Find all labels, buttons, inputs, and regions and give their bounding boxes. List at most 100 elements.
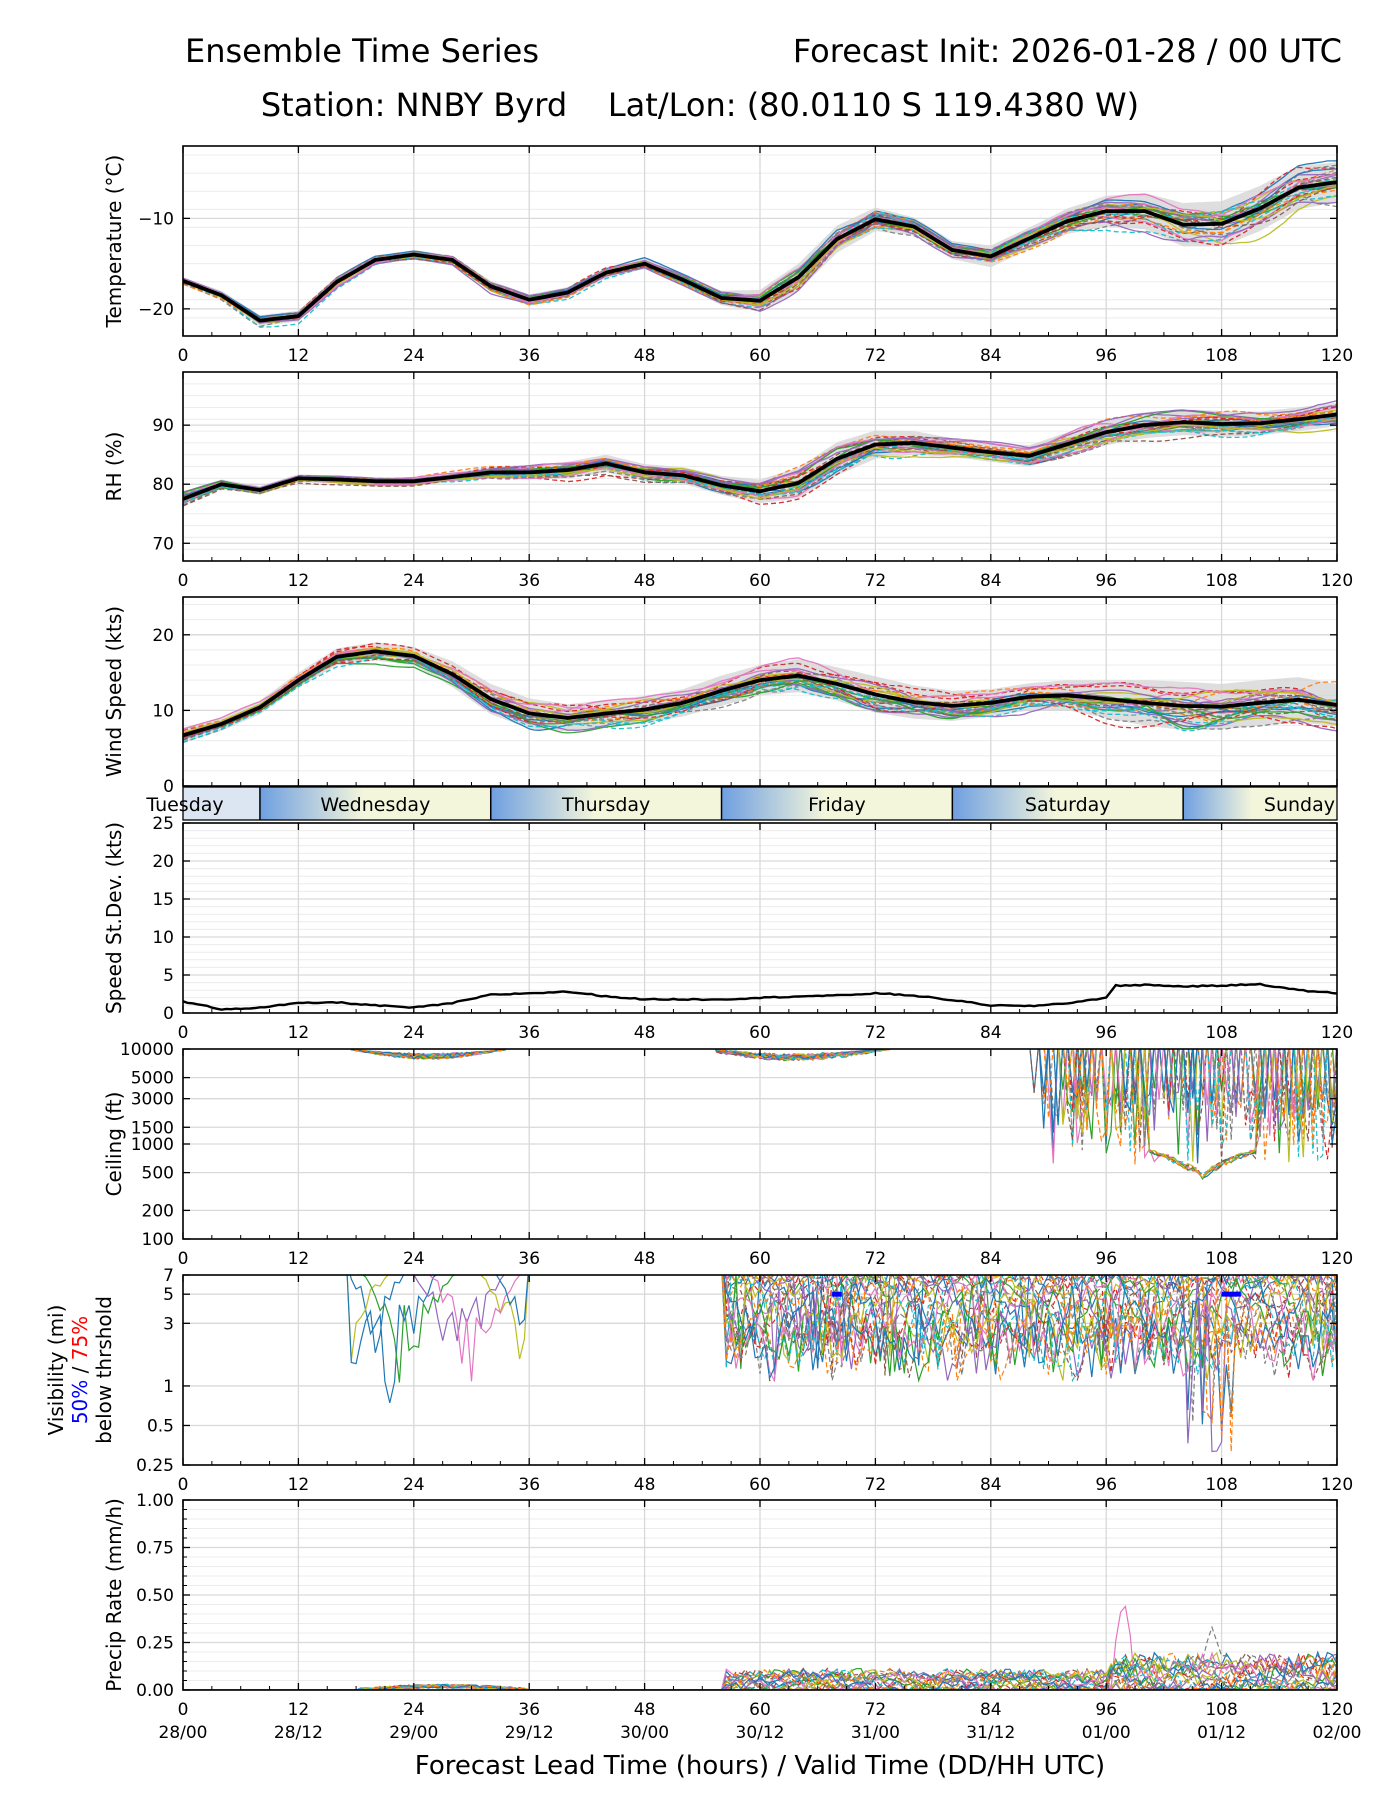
precip_rate-ytick-label: 0.75 (136, 1539, 174, 1559)
ceiling-xtick-label: 24 (403, 1249, 425, 1269)
precip_rate-ytick-label: 0.00 (136, 1681, 174, 1701)
visibility-xtick-label: 24 (403, 1475, 425, 1495)
precip_rate-xtick-label: 96 (1095, 1700, 1117, 1720)
ceiling-ylabel: Ceiling (ft) (102, 1092, 126, 1197)
visibility-member-line (721, 1275, 1337, 1452)
visibility-ytick-label: 3 (163, 1314, 174, 1334)
ceiling-ytick-label: 10000 (120, 1040, 174, 1060)
precip-member-line (183, 1652, 1337, 1690)
day-band-segment (721, 787, 953, 820)
speed_stdev-xtick-label: 108 (1205, 1023, 1237, 1043)
visibility-xtick-label: 12 (288, 1475, 310, 1495)
rh-axes: 70 80 90 0 12 24 36 48 60 72 84 96 108 120 RH (%) (102, 371, 1353, 591)
speed_stdev-xtick-label: 72 (865, 1023, 887, 1043)
ceiling-xtick-label: 0 (178, 1249, 189, 1269)
visibility-member-line (721, 1275, 1337, 1370)
day-label: Tuesday (145, 794, 223, 816)
wind_speed-member-line (183, 645, 1337, 732)
temperature-member-line (183, 201, 1337, 324)
visibility-ytick-label: 0.5 (147, 1416, 174, 1436)
valid-time-label: 31/00 (851, 1723, 900, 1743)
speed_stdev-xtick-label: 48 (634, 1023, 656, 1043)
speed_stdev-xtick-label: 36 (518, 1023, 540, 1043)
wind_speed-ylabel: Wind Speed (kts) (102, 606, 126, 777)
rh-member-line (183, 415, 1337, 503)
speed_stdev-ytick-label: 20 (152, 852, 174, 872)
ceiling-grid (182, 1048, 1338, 1240)
temperature-member-line (183, 171, 1337, 320)
forecast-init-label: Forecast Init: 2026-01-28 / 00 UTC (792, 32, 1342, 70)
ceiling-xtick-label: 84 (980, 1249, 1002, 1269)
rh-xtick-label: 72 (865, 571, 887, 591)
wind_speed-frame (182, 596, 1338, 787)
temperature-member-line (183, 194, 1337, 328)
precip_rate-ylabel: Precip Rate (mm/h) (102, 1498, 126, 1692)
precip-member-line (183, 1653, 1337, 1690)
visibility-ytick-label: 0.25 (136, 1456, 174, 1476)
ceiling-xtick-label: 60 (749, 1249, 771, 1269)
visibility-ylabel-line3: below thrshold (92, 1296, 116, 1444)
valid-time-labels: 28/00 28/12 29/00 29/12 30/00 30/12 31/00 31/12… (159, 1723, 1362, 1743)
visibility-ytick-label: 7 (163, 1266, 174, 1286)
precip_rate-xtick-label: 12 (288, 1700, 310, 1720)
rh-xtick-label: 36 (518, 571, 540, 591)
day-band: Tuesday Wednesday Thursday Friday Saturday Su… (145, 786, 1338, 821)
valid-time-label: 29/12 (505, 1723, 554, 1743)
rh-xtick-label: 108 (1205, 571, 1237, 591)
temperature-xtick-label: 36 (518, 346, 540, 366)
visibility-member-line (428, 1275, 1337, 1383)
day-label: Friday (808, 794, 866, 816)
speed_stdev-xtick-label: 84 (980, 1023, 1002, 1043)
visibility-ytick-label: 5 (163, 1285, 174, 1305)
precip_rate-xtick-label: 60 (749, 1700, 771, 1720)
precip_rate-xtick-label: 120 (1321, 1700, 1353, 1720)
speed-stdev-line (183, 982, 1337, 1011)
visibility-frame (182, 1274, 1338, 1466)
rh-ytick-label: 90 (152, 416, 174, 436)
visibility-member-line (721, 1275, 1337, 1377)
day-label: Sunday (1264, 794, 1335, 816)
ceiling-xtick-label: 72 (865, 1249, 887, 1269)
rh-xtick-label: 120 (1321, 571, 1353, 591)
visibility-member-line (346, 1275, 1337, 1381)
visibility-member-line (723, 1275, 1337, 1372)
valid-time-label: 02/00 (1313, 1723, 1362, 1743)
visibility-member-line (721, 1275, 1337, 1375)
temperature-xtick-label: 24 (403, 346, 425, 366)
rh-plot (183, 400, 1337, 507)
figure-title: Ensemble Time Series (185, 32, 539, 70)
rh-xtick-label: 84 (980, 571, 1002, 591)
speed_stdev-xtick-label: 0 (178, 1023, 189, 1043)
rh-xtick-label: 48 (634, 571, 656, 591)
day-band-frame (182, 786, 1338, 821)
rh-member-line (183, 418, 1337, 502)
rh-ytick-label: 80 (152, 475, 174, 495)
wind_speed-member-line (183, 647, 1337, 731)
wind_speed-member-line (183, 648, 1337, 735)
wind_speed-ytick-label: 10 (152, 701, 174, 721)
rh-xtick-label: 12 (288, 571, 310, 591)
visibility-xtick-label: 48 (634, 1475, 656, 1495)
precip-member-line (183, 1651, 1337, 1690)
temperature-spread-band (183, 162, 1337, 326)
rh-xtick-label: 24 (403, 571, 425, 591)
speed_stdev-xtick-label: 96 (1095, 1023, 1117, 1043)
speed_stdev-ylabel: Speed St.Dev. (kts) (102, 822, 126, 1014)
vis-75-label: 75% (68, 1316, 92, 1360)
ceiling-ytick-label: 1500 (131, 1118, 174, 1138)
valid-time-label: 29/00 (389, 1723, 438, 1743)
speed_stdev-xtick-label: 12 (288, 1023, 310, 1043)
temperature-frame (182, 145, 1338, 337)
visibility-ylabel: Visibility (mi)50% / 75%below thrshold (44, 1296, 116, 1444)
temperature-xtick-label: 84 (980, 346, 1002, 366)
valid-time-label: 30/00 (620, 1723, 669, 1743)
ceiling-ytick-label: 200 (142, 1201, 174, 1221)
ceiling-ytick-label: 1000 (131, 1135, 174, 1155)
visibility-xtick-label: 72 (865, 1475, 887, 1495)
visibility-xtick-label: 36 (518, 1475, 540, 1495)
rh-xtick-label: 60 (749, 571, 771, 591)
precip_rate-xtick-label: 84 (980, 1700, 1002, 1720)
visibility-xtick-label: 108 (1205, 1475, 1237, 1495)
temperature-plot (183, 160, 1337, 328)
